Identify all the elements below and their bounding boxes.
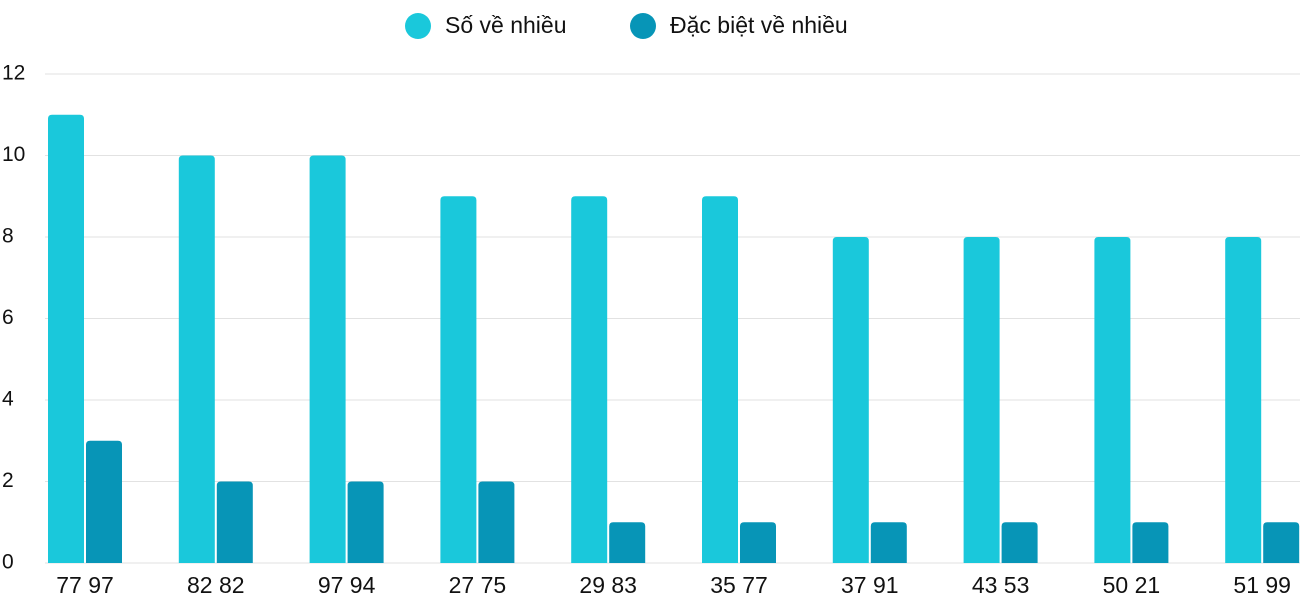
bar [478,481,515,563]
y-tick-label: 10 [2,143,25,166]
x-tick-label: 43 53 [972,572,1030,598]
bar [832,237,869,563]
bar [178,155,215,563]
legend-label: Số về nhiều [445,12,566,38]
bar [963,237,1000,563]
bar [870,522,907,563]
x-tick-label: 82 82 [187,572,245,598]
bar [347,481,384,563]
bar [86,440,122,563]
legend-label: Đặc biệt về nhiều [670,12,848,38]
x-tick-label: 50 21 [1103,572,1161,598]
bar [571,196,608,563]
bar [702,196,738,563]
bar [740,522,776,563]
x-tick-label: 77 97 [56,572,114,598]
bar [440,196,477,563]
y-tick-label: 8 [2,225,14,248]
y-tick-label: 4 [2,388,14,411]
y-tick-label: 0 [2,551,14,574]
bar [309,155,346,563]
x-tick-label: 27 75 [449,572,507,598]
bar [1001,522,1038,563]
bar [48,114,84,563]
legend-swatch [405,13,431,39]
y-tick-label: 2 [2,469,14,492]
bar [1263,522,1300,563]
y-tick-label: 6 [2,306,14,329]
x-tick-label: 51 99 [1233,572,1291,598]
bar [1225,237,1262,563]
x-tick-label: 35 77 [710,572,768,598]
x-tick-label: 29 83 [579,572,637,598]
bar [609,522,646,563]
bar [1132,522,1169,563]
x-tick-label: 37 91 [841,572,899,598]
x-tick-label: 97 94 [318,572,376,598]
legend-swatch [630,13,656,39]
bar [1094,237,1131,563]
bar [216,481,253,563]
y-tick-label: 12 [2,62,25,85]
